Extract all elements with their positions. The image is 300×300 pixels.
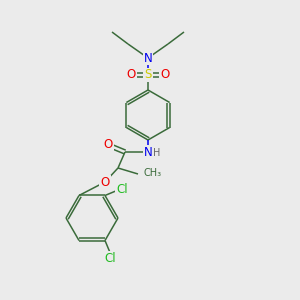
Text: Cl: Cl — [104, 252, 116, 265]
Text: Cl: Cl — [116, 183, 128, 196]
Text: CH₃: CH₃ — [144, 168, 162, 178]
Text: N: N — [144, 146, 152, 158]
Text: O: O — [160, 68, 169, 82]
Text: O: O — [100, 176, 109, 188]
Text: O: O — [103, 139, 112, 152]
Text: S: S — [144, 68, 152, 82]
Text: O: O — [126, 68, 136, 82]
Text: H: H — [153, 148, 161, 158]
Text: N: N — [144, 52, 152, 64]
